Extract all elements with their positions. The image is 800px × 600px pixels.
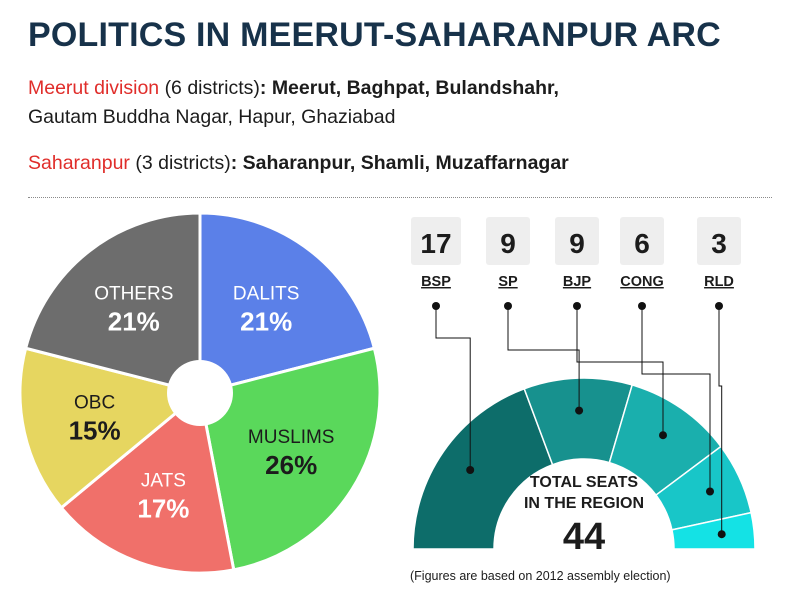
seat-box-cong [620,217,664,265]
pie-slice-others [23,211,202,395]
connector-end-dot-sp [575,406,584,415]
pie-label-others: OTHERS [94,284,173,305]
connector-line-bjp [576,306,664,436]
pie-slice-muslims [198,346,382,572]
section-divider [28,197,772,198]
seat-value-rld: 3 [711,228,727,259]
saharanpur-district-count: (3 districts) [135,152,231,174]
total-seats-title-line2: IN THE REGION [524,495,644,512]
pie-value-jats: 17% [137,494,189,524]
caste-composition-pie-chart: DALITS21%MUSLIMS26%JATS17%OBC15%OTHERS21… [18,211,382,575]
connector-end-dot-bjp [659,431,667,440]
saharanpur-line: Saharanpur (3 districts): Saharanpur, Sh… [28,149,569,177]
pie-label-muslims: MUSLIMS [248,427,335,448]
total-seats-value: 44 [563,516,605,558]
connector-line-sp [507,306,580,411]
meerut-district-list: : Meerut, Baghpat, Bulandshahr, [259,77,559,99]
connector-end-dot-rld [717,530,726,539]
seat-box-sp [486,217,530,265]
party-label-bsp: BSP [421,274,451,290]
meerut-district-list-continued: Gautam Buddha Nagar, Hapur, Ghaziabad [28,106,396,128]
pie-slice-obc [18,346,204,510]
pie-label-dalits: DALITS [233,284,300,305]
pie-slice-jats [59,390,236,575]
seat-box-bsp [411,217,461,265]
connector-line-cong [641,306,711,492]
connector-end-dot-cong [706,487,714,496]
party-label-cong: CONG [620,274,664,290]
seat-arc-segment-bsp [412,387,554,550]
seat-value-sp: 9 [500,228,516,259]
party-label-bjp: BJP [563,274,592,290]
footnote: (Figures are based on 2012 assembly elec… [410,569,671,583]
seat-box-bjp [555,217,599,265]
seat-arc-segment-rld [671,511,756,550]
saharanpur-district-list: : Saharanpur, Shamli, Muzaffarnagar [230,152,569,174]
connector-line-bsp [435,306,471,470]
seat-box-rld [697,217,741,265]
pie-slice-dalits [198,211,377,395]
pie-center-hole [167,360,233,426]
connector-end-dot-bsp [466,466,475,474]
meerut-district-count: (6 districts) [164,77,260,99]
pie-value-obc: 15% [69,416,121,446]
party-label-sp: SP [498,274,518,290]
page-title: POLITICS IN MEERUT-SAHARANPUR ARC [28,16,721,54]
total-seats-title-line1: TOTAL SEATS [530,474,638,491]
party-label-rld: RLD [704,274,734,290]
seat-value-bsp: 17 [420,228,451,259]
connector-line-rld [718,306,723,535]
seat-value-bjp: 9 [569,228,585,259]
saharanpur-label: Saharanpur [28,152,130,174]
meerut-division-line: Meerut division (6 districts): Meerut, B… [28,74,559,102]
pie-value-others: 21% [108,307,160,337]
pie-value-muslims: 26% [265,450,317,480]
pie-label-jats: JATS [141,471,186,492]
pie-label-obc: OBC [74,393,115,414]
seat-value-cong: 6 [634,228,650,259]
pie-value-dalits: 21% [240,307,292,337]
meerut-division-label: Meerut division [28,77,160,99]
